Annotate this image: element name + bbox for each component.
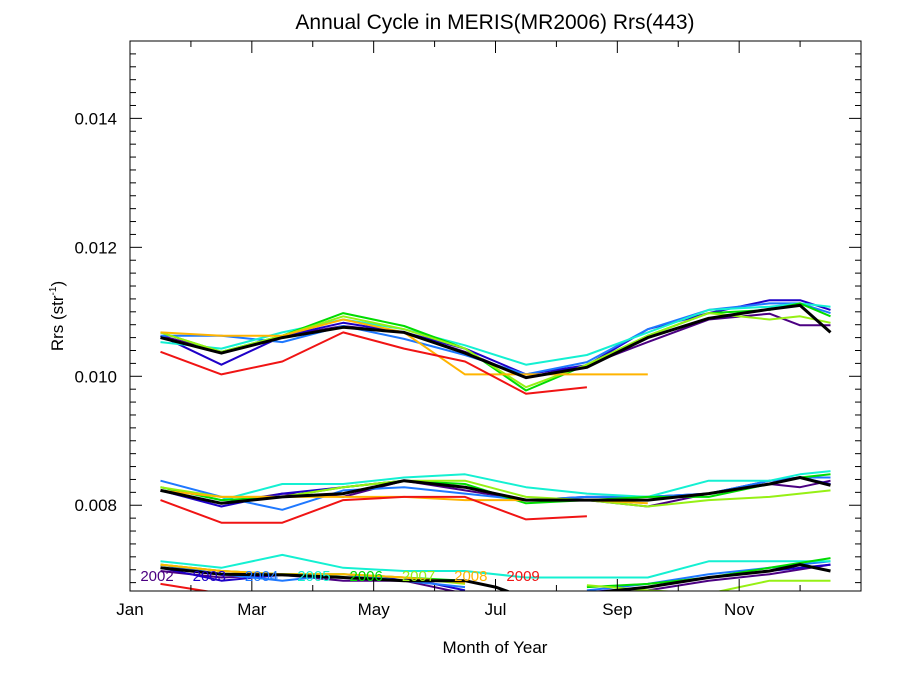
x-axis-label: Month of Year: [443, 638, 548, 657]
y-tick-label: 0.008: [74, 496, 117, 515]
legend-entry-2009: 2009: [506, 568, 539, 585]
y-tick-label: 0.010: [74, 367, 117, 386]
series-line-2005-2: [160, 553, 831, 579]
x-tick-label: Jul: [485, 600, 507, 619]
series-line-2005-1: [160, 470, 831, 502]
legend-entry-2006: 2006: [350, 568, 383, 585]
series-line-mean-1: [160, 476, 831, 505]
series-line-2008-2: [160, 563, 466, 584]
y-tick-label: 0.012: [74, 238, 117, 257]
series-line-2009-0: [160, 331, 588, 395]
x-tick-label: May: [358, 600, 391, 619]
x-tick-label: Mar: [237, 600, 267, 619]
x-tick-label: Sep: [602, 600, 632, 619]
series-line-2002-3: [622, 563, 831, 591]
y-axis-label: Rrs (str-1): [48, 281, 67, 351]
series-line-mean-0: [160, 303, 832, 380]
legend-entry-2007: 2007: [402, 568, 435, 585]
axes-layer: Jan Mar May Jul Sep Nov 0.008 0.010 0.012 0.014: [74, 40, 862, 619]
x-tick-label: Jan: [116, 600, 143, 619]
x-tick-label: Nov: [724, 600, 755, 619]
series-layer: [160, 299, 832, 591]
y-axis-label-close: ): [48, 281, 67, 287]
series-line-mean-3: [597, 563, 831, 591]
legend: 2002 2003 2004 2005 2006 2007 2008 2009: [140, 568, 539, 585]
legend-entry-2005: 2005: [297, 568, 330, 585]
y-axis-label-main: Rrs (str: [48, 295, 67, 351]
series-line-2006-3: [586, 557, 831, 589]
legend-entry-2008: 2008: [454, 568, 487, 585]
legend-entry-2004: 2004: [245, 568, 278, 585]
legend-entry-2003: 2003: [193, 568, 226, 585]
y-axis-label-sup: -1: [48, 286, 59, 295]
series-line-2005-0: [160, 302, 831, 366]
series-line-2007-0: [160, 312, 831, 389]
legend-entry-2002: 2002: [140, 568, 173, 585]
series-line-2009-1: [160, 495, 587, 524]
chart-title: Annual Cycle in MERIS(MR2006) Rrs(443): [295, 11, 694, 34]
y-tick-label: 0.014: [74, 109, 117, 128]
